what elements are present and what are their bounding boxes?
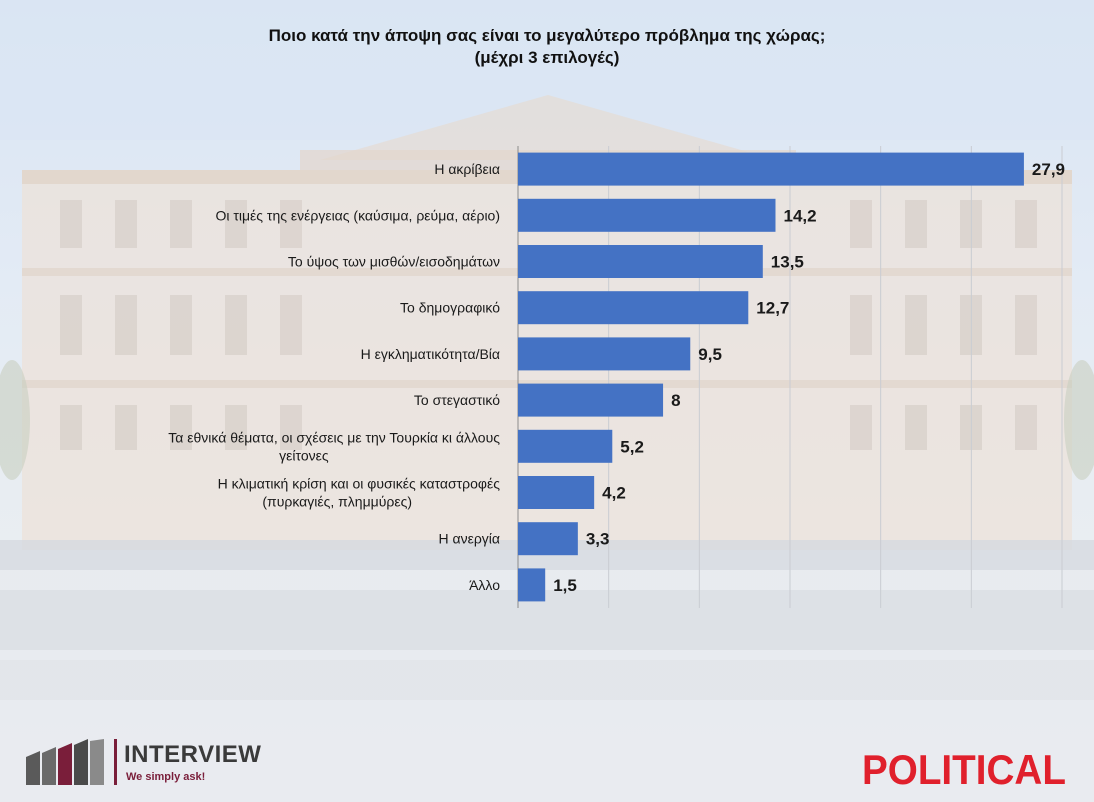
data-label: 3,3 <box>586 530 610 549</box>
interview-divider <box>114 739 117 785</box>
interview-tagline: We simply ask! <box>126 771 206 783</box>
category-label: Το στεγαστικό <box>414 392 500 408</box>
data-label: 4,2 <box>602 484 626 503</box>
category-label: Η ανεργία <box>438 531 500 547</box>
category-label-line: Η εγκληματικότητα/Βία <box>361 346 500 362</box>
category-label-line: Άλλο <box>469 577 500 593</box>
bar <box>518 245 763 278</box>
data-label: 13,5 <box>771 253 804 272</box>
category-label-line: Το ύψος των μισθών/εισοδημάτων <box>288 254 500 270</box>
bar <box>518 522 578 556</box>
data-label: 14,2 <box>783 206 816 225</box>
data-label: 5,2 <box>620 437 644 456</box>
bar <box>518 152 1024 186</box>
interview-name: INTERVIEW <box>124 741 262 768</box>
category-label-line: Το δημογραφικό <box>400 300 500 316</box>
chart-title-line2: (μέχρι 3 επιλογές) <box>474 48 620 67</box>
category-label-line: Η ανεργία <box>438 531 500 547</box>
category-label-line: Η κλιματική κρίση και οι φυσικές καταστρ… <box>218 476 501 492</box>
bar <box>518 198 776 232</box>
bar <box>518 337 691 371</box>
chart-title: Ποιο κατά την άποψη σας είναι το μεγαλύτ… <box>0 25 1094 69</box>
bar <box>518 383 664 417</box>
category-label: Το ύψος των μισθών/εισοδημάτων <box>288 254 500 270</box>
category-label: Τα εθνικά θέματα, οι σχέσεις με την Τουρ… <box>168 429 500 463</box>
category-label: Άλλο <box>469 577 500 593</box>
data-label: 8 <box>671 391 680 410</box>
bar <box>518 476 595 509</box>
category-label-line: Οι τιμές της ενέργειας (καύσιμα, ρεύμα, … <box>215 207 500 223</box>
category-label-line: Η ακρίβεια <box>434 161 500 177</box>
bar <box>518 291 749 325</box>
bar <box>518 429 613 463</box>
political-logo: POLITICAL <box>862 746 1066 793</box>
interview-logo: INTERVIEW We simply ask! <box>26 737 276 787</box>
category-label-line: Το στεγαστικό <box>414 392 500 408</box>
category-label-line: Τα εθνικά θέματα, οι σχέσεις με την Τουρ… <box>168 429 500 445</box>
bar <box>518 568 546 602</box>
category-label: Το δημογραφικό <box>400 300 500 316</box>
category-label: Η εγκληματικότητα/Βία <box>361 346 500 362</box>
chart-title-line1: Ποιο κατά την άποψη σας είναι το μεγαλύτ… <box>268 26 826 45</box>
data-label: 27,9 <box>1032 160 1065 179</box>
category-label: Η κλιματική κρίση και οι φυσικές καταστρ… <box>218 476 501 510</box>
category-label: Οι τιμές της ενέργειας (καύσιμα, ρεύμα, … <box>215 207 500 223</box>
data-label: 1,5 <box>553 576 577 595</box>
category-label-line: (πυρκαγιές, πλημμύρες) <box>262 494 412 510</box>
interview-bars-icon <box>26 739 104 785</box>
category-label-line: γείτονες <box>279 447 329 463</box>
category-label: Η ακρίβεια <box>434 161 500 177</box>
data-label: 12,7 <box>756 299 789 318</box>
data-label: 9,5 <box>698 345 722 364</box>
